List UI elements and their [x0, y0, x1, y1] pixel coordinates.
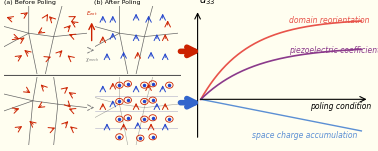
Text: (a) Before Poling: (a) Before Poling [4, 0, 56, 5]
Text: $E_{ext}$: $E_{ext}$ [86, 9, 98, 18]
Text: space charge accumulation: space charge accumulation [252, 131, 358, 140]
Text: (b) After Poling: (b) After Poling [94, 0, 141, 5]
Text: $\chi_{mech}$: $\chi_{mech}$ [85, 56, 99, 64]
Text: $\mathbf{\it{d}}_{33}$: $\mathbf{\it{d}}_{33}$ [199, 0, 215, 7]
Text: poling condition: poling condition [310, 102, 371, 111]
Text: piezoelectric coefficient: piezoelectric coefficient [289, 46, 378, 55]
Text: domain reorientation: domain reorientation [289, 16, 370, 25]
